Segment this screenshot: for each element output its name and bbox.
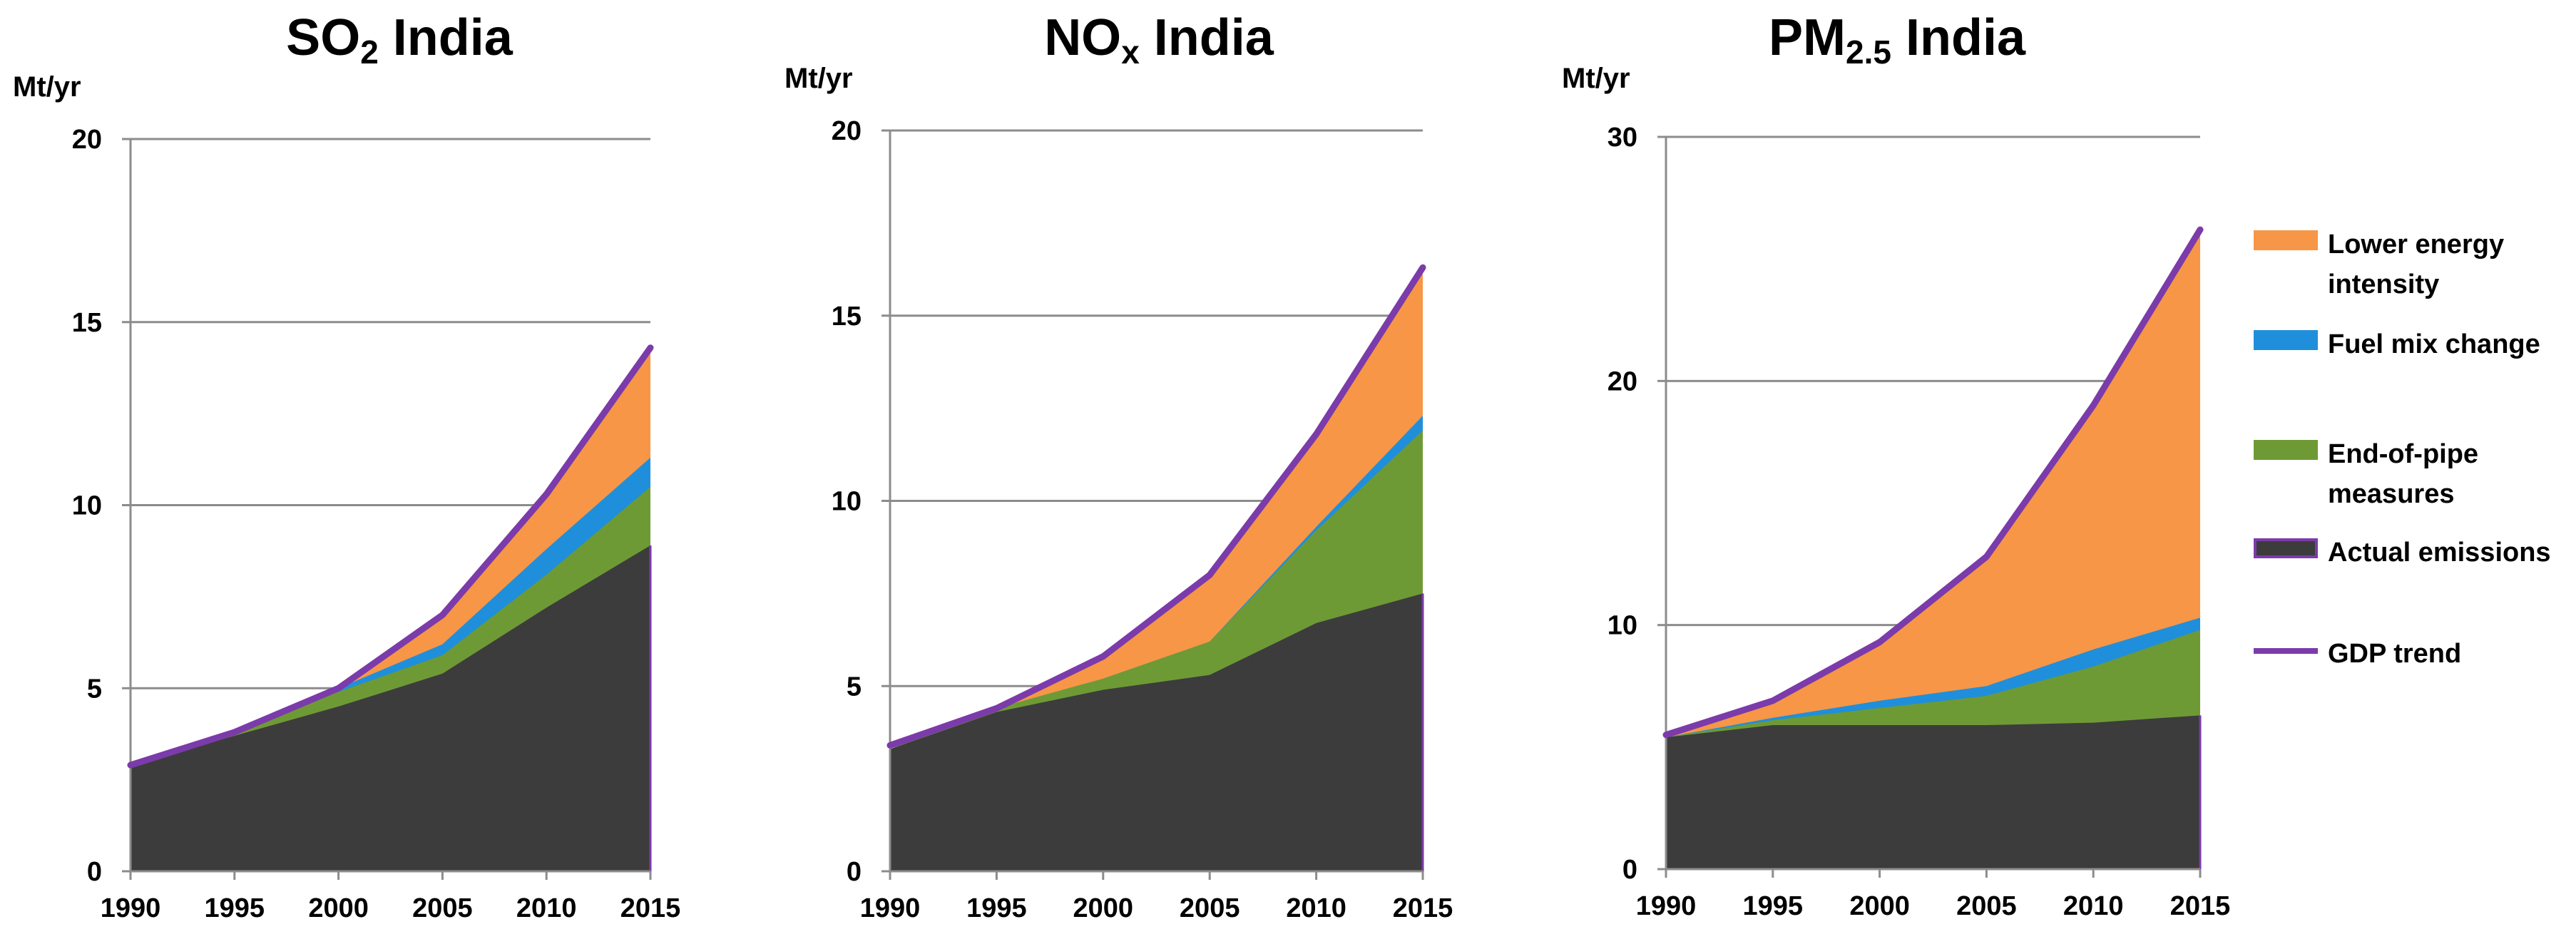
x-tick-label: 2005	[1180, 893, 1240, 923]
legend-line-gdp-trend	[2254, 648, 2318, 654]
legend-label: GDP trend	[2328, 639, 2462, 669]
y-tick-label: 5	[847, 672, 862, 702]
x-tick-label: 1990	[101, 893, 161, 923]
y-tick-label: 5	[87, 674, 102, 704]
x-tick-label: 2010	[1286, 893, 1346, 923]
chart-pm25: 0 10 20 30 1990 1995 2000 2005 2010 2015	[1608, 123, 2231, 921]
legend-label: Lower energy intensity	[2328, 230, 2505, 299]
legend-item-lower-energy-intensity: Lower energy intensity	[2254, 225, 2570, 304]
y-tick-label: 0	[87, 857, 102, 887]
x-tick-label: 2010	[2063, 891, 2124, 921]
chart-title-pm25: PM2.5 India	[1769, 9, 2025, 71]
y-tick-label: 30	[1608, 123, 1637, 153]
legend-item-actual-emissions: Actual emissions	[2254, 533, 2570, 573]
x-tick-label: 2005	[1956, 891, 2017, 921]
x-tick-label: 2005	[412, 893, 473, 923]
legend-label: Fuel mix change	[2328, 329, 2540, 359]
legend-item-gdp-trend: GDP trend	[2254, 634, 2570, 674]
y-tick-label: 20	[832, 116, 862, 146]
area-actual-emissions	[890, 593, 1423, 871]
gdp-trend-line	[127, 344, 654, 769]
x-tick-label: 1995	[1743, 891, 1804, 921]
y-tick-label: 10	[832, 487, 862, 517]
x-tick-label: 2000	[1073, 893, 1134, 923]
x-tick-label: 2010	[516, 893, 577, 923]
area-actual-emissions	[131, 545, 650, 871]
y-tick-label: 0	[847, 857, 862, 887]
legend-swatch-actual-emissions	[2254, 538, 2318, 558]
y-tick-label: 15	[832, 302, 862, 332]
unit-label-so2: Mt/yr	[13, 71, 81, 103]
legend-item-end-of-pipe: End-of-pipe measures	[2254, 434, 2570, 514]
y-tick-label: 20	[1608, 366, 1637, 396]
x-tick-label: 1995	[966, 893, 1027, 923]
x-tick-label: 1995	[205, 893, 265, 923]
unit-label-pm25: Mt/yr	[1562, 63, 1630, 94]
legend-swatch-lower-energy-intensity	[2254, 230, 2318, 250]
unit-label-nox: Mt/yr	[784, 63, 853, 94]
chart-so2: 0 5 10 15 20 1990 1995 2000 2005 2010 2015	[72, 125, 681, 923]
area-actual-emissions	[1666, 715, 2200, 869]
y-tick-label: 10	[72, 491, 102, 521]
legend-label: End-of-pipe measures	[2328, 439, 2479, 509]
x-tick-label: 2015	[620, 893, 681, 923]
x-tick-label: 2015	[1393, 893, 1453, 923]
gdp-trend-line	[886, 264, 1426, 749]
y-tick-label: 20	[72, 125, 102, 155]
x-tick-label: 2000	[308, 893, 369, 923]
y-tick-label: 15	[72, 308, 102, 338]
x-tick-label: 2000	[1849, 891, 1910, 921]
x-tick-label: 2015	[2170, 891, 2231, 921]
legend-item-fuel-mix-change: Fuel mix change	[2254, 324, 2570, 364]
chart-title-nox: NOx India	[1044, 9, 1274, 71]
x-tick-label: 1990	[1636, 891, 1697, 921]
legend-swatch-fuel-mix-change	[2254, 330, 2318, 350]
legend-swatch-end-of-pipe	[2254, 440, 2318, 460]
y-tick-label: 10	[1608, 611, 1637, 641]
legend-label: Actual emissions	[2328, 538, 2551, 568]
x-tick-label: 1990	[860, 893, 921, 923]
gdp-trend-line	[1662, 226, 2204, 739]
chart-nox: 0 5 10 15 20 1990 1995 2000 2005 2010 2015	[832, 116, 1453, 923]
y-tick-label: 0	[1622, 855, 1637, 885]
chart-title-so2: SO2 India	[286, 9, 513, 71]
